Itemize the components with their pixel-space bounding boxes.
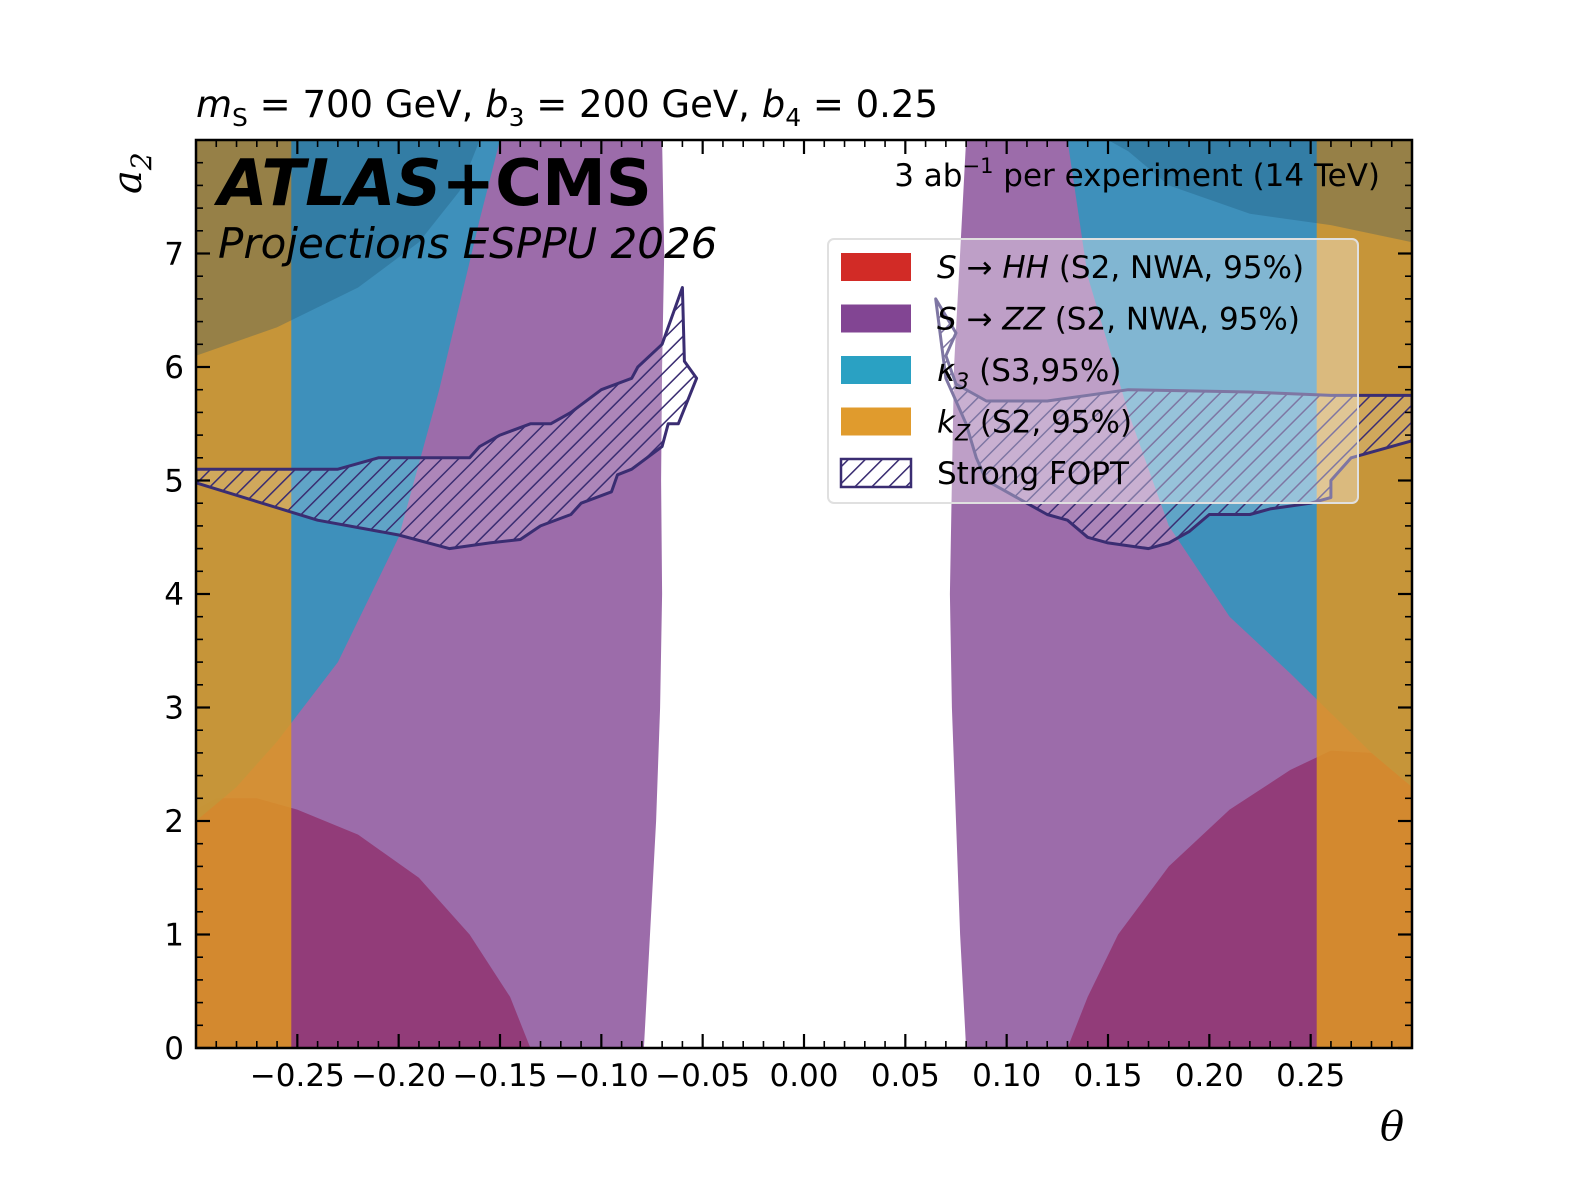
legend-label-k3: κ3 (S3,95%)	[937, 353, 1121, 395]
legend-swatch-hh	[841, 253, 911, 281]
legend: S → HH (S2, NWA, 95%) S → ZZ (S2, NWA, 95…	[827, 238, 1359, 504]
legend-entry-hh: S → HH (S2, NWA, 95%)	[841, 250, 1304, 286]
y-axis-title: a2	[105, 152, 158, 194]
x-tick-label: −0.20	[351, 1058, 446, 1094]
legend-entry-zz: S → ZZ (S2, NWA, 95%)	[841, 302, 1300, 338]
y-tick-label: 6	[164, 350, 184, 386]
x-tick-label: 0.15	[1073, 1058, 1142, 1094]
legend-entry-kz: kZ (S2, 95%)	[841, 405, 1132, 447]
legend-box	[827, 238, 1359, 504]
legend-entry-fopt: Strong FOPT	[839, 456, 1130, 492]
projection-subtitle: Projections ESPPU 2026	[218, 219, 717, 268]
y-tick-label: 2	[164, 804, 184, 840]
x-tick-label: 0.20	[1175, 1058, 1244, 1094]
x-tick-label: −0.25	[250, 1058, 345, 1094]
legend-swatch-zz	[841, 304, 911, 333]
x-tick-label: 0.25	[1276, 1058, 1345, 1094]
x-tick-label: 0.05	[871, 1058, 940, 1094]
legend-entry-k3: κ3 (S3,95%)	[841, 353, 1121, 395]
legend-swatch-kz	[841, 407, 911, 436]
legend-label-kz: kZ (S2, 95%)	[937, 405, 1132, 447]
chart-title: mS = 700 GeV, b3 = 200 GeV, b4 = 0.25	[196, 83, 938, 132]
legend-swatch-fopt	[839, 457, 913, 489]
x-axis-title: θ	[1380, 1104, 1404, 1150]
y-tick-label: 7	[164, 237, 184, 273]
x-tick-label: −0.05	[655, 1058, 750, 1094]
experiment-label: ATLAS+CMS	[213, 147, 652, 221]
x-tick-label: −0.15	[453, 1058, 548, 1094]
y-tick-label: 3	[164, 691, 184, 727]
y-tick-label: 4	[164, 577, 184, 613]
plot-regions	[196, 140, 1412, 1048]
x-tick-label: 0.10	[972, 1058, 1041, 1094]
strong-fopt-region-1	[196, 286, 699, 551]
plot-frame	[194, 138, 1414, 1050]
y-tick-label: 1	[164, 918, 184, 954]
dark-overlap-top-corners-region-1	[196, 140, 480, 356]
k-z-s2-95-region-2	[1316, 140, 1412, 1048]
x-tick-label: −0.10	[554, 1058, 649, 1094]
legend-label-fopt: Strong FOPT	[937, 456, 1130, 492]
legend-label-hh: S → HH (S2, NWA, 95%)	[937, 250, 1304, 286]
legend-label-zz: S → ZZ (S2, NWA, 95%)	[937, 302, 1300, 338]
legend-swatch-k3	[841, 356, 911, 384]
luminosity-label: 3 ab−1 per experiment (14 TeV)	[894, 154, 1380, 194]
k-z-s2-95-region-1	[196, 140, 292, 1048]
x-tick-label: 0.00	[769, 1058, 838, 1094]
y-tick-label: 0	[164, 1031, 184, 1067]
dark-overlap-top-corners-region-2	[1108, 140, 1412, 243]
axis-tick-labels: −0.25 −0.20 −0.15 −0.10 −0.05 0.00 0.05 0.10 0.1…	[164, 237, 1345, 1095]
y-tick-label: 5	[164, 464, 184, 500]
